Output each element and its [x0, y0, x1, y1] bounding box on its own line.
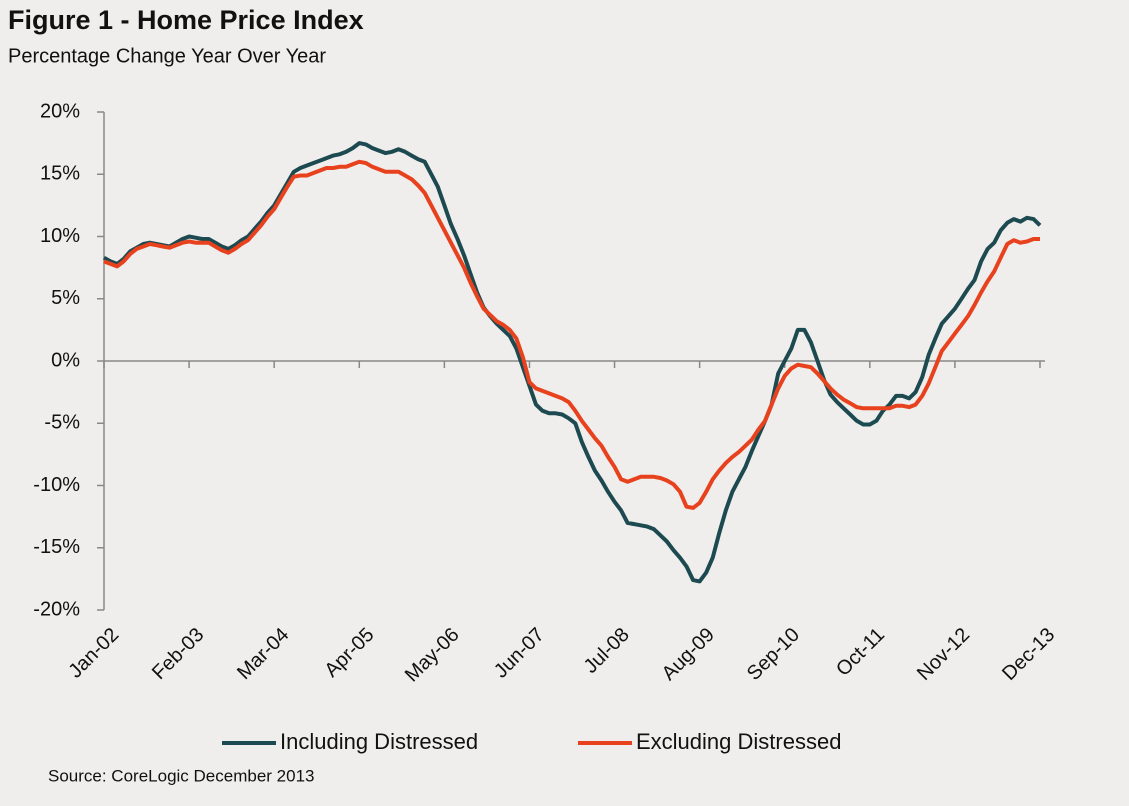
x-tick-label: Oct-11	[832, 624, 889, 681]
x-tick-label: Dec-13	[998, 624, 1059, 685]
x-tick-label: Jan-02	[64, 624, 123, 683]
y-tick-label: 15%	[40, 163, 80, 185]
y-tick-label: 0%	[51, 349, 80, 371]
x-tick-label: Nov-12	[913, 624, 974, 685]
x-tick-label: Jul-08	[580, 624, 634, 678]
y-tick-label: -5%	[44, 412, 80, 434]
y-tick-label: -20%	[33, 598, 80, 620]
data-line	[103, 141, 1042, 584]
x-tick-label: Apr-05	[321, 624, 379, 682]
chart-subtitle: Percentage Change Year Over Year	[8, 45, 326, 67]
legend-label: Excluding Distressed	[636, 729, 841, 754]
x-tick-label: Feb-03	[148, 624, 208, 684]
y-tick-label: 5%	[51, 287, 80, 309]
x-tick-label: Aug-09	[658, 624, 719, 685]
data-line	[103, 159, 1040, 510]
chart-title: Figure 1 - Home Price Index	[8, 5, 364, 35]
x-tick-label: Jun-07	[490, 624, 549, 683]
y-tick-label: -10%	[33, 474, 80, 496]
y-tick-label: 10%	[40, 225, 80, 247]
x-tick-label: May-06	[401, 624, 464, 687]
x-tick-label: Mar-04	[233, 624, 293, 684]
source-note: Source: CoreLogic December 2013	[48, 766, 314, 785]
y-tick-label: -15%	[33, 536, 80, 558]
x-tick-label: Sep-10	[743, 624, 804, 685]
y-tick-label: 20%	[40, 100, 80, 122]
legend-label: Including Distressed	[280, 729, 478, 754]
